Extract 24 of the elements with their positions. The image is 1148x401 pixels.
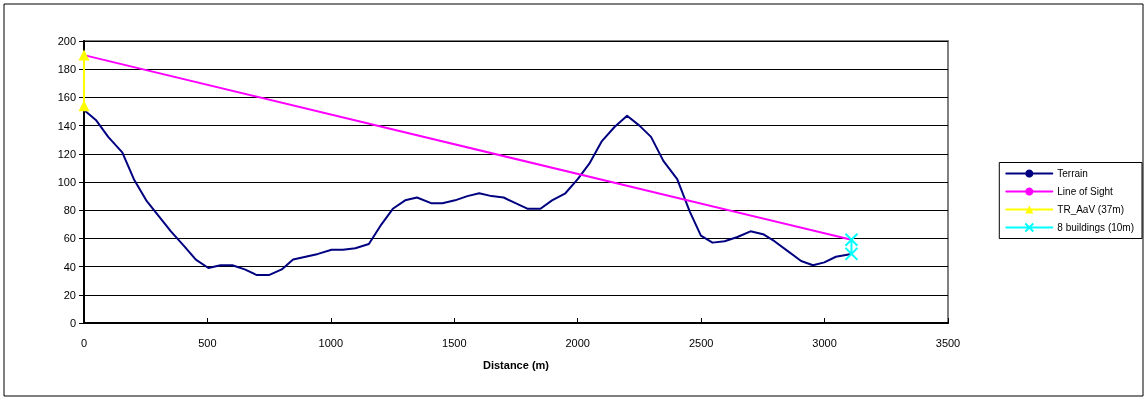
x-tick-label: 0 <box>80 336 88 349</box>
x-tick-label: 3000 <box>812 336 837 349</box>
x-tick-label: 1000 <box>318 336 344 349</box>
y-tick-label: 80 <box>63 204 76 217</box>
legend-label: Line of Sight <box>1057 186 1114 197</box>
y-tick-label: 200 <box>57 35 76 47</box>
y-tick-label: 100 <box>57 176 76 188</box>
x-tick-label: 2000 <box>565 336 590 349</box>
x-tick-label: 3500 <box>935 336 961 349</box>
y-tick-label: 140 <box>57 119 76 132</box>
x-tick-label: 1500 <box>442 336 467 349</box>
x-tick-label: 500 <box>198 336 217 349</box>
legend-label: Terrain <box>1057 168 1088 179</box>
y-tick-label: 60 <box>63 232 76 245</box>
y-tick-label: 0 <box>69 317 76 329</box>
x-tick-label: 2500 <box>688 336 714 349</box>
legend-label: 8 buildings (10m) <box>1057 222 1135 233</box>
y-tick-label: 20 <box>63 288 76 301</box>
legend-label: TR_AaV (37m) <box>1057 204 1124 215</box>
x-axis-title: Distance (m) <box>482 358 550 371</box>
y-tick-label: 160 <box>57 91 76 104</box>
y-tick-label: 120 <box>57 147 76 160</box>
y-tick-label: 40 <box>63 260 76 273</box>
y-tick-label: 180 <box>57 63 76 76</box>
